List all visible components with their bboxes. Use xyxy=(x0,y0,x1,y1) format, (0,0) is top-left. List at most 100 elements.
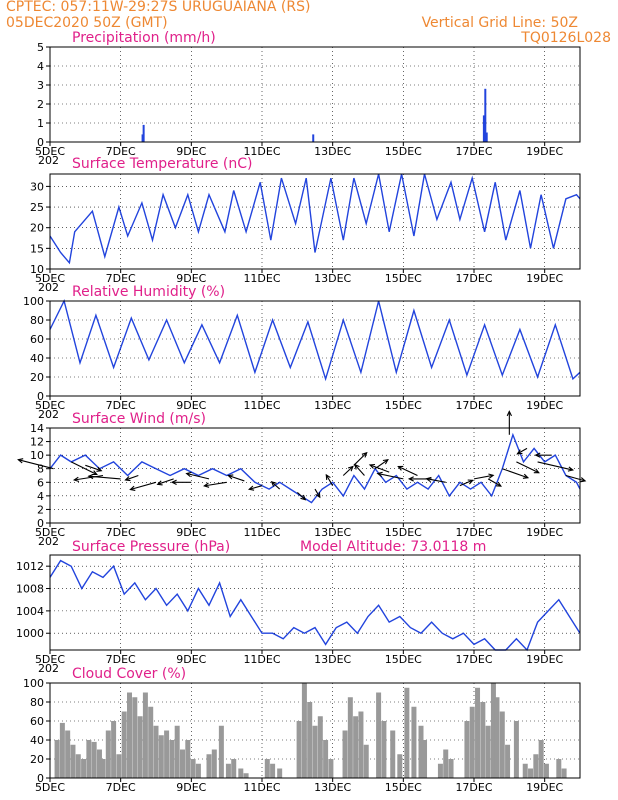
cloud-cover-bar xyxy=(142,692,148,778)
temperature-frame xyxy=(49,173,581,270)
wind-y-tick-label: 6 xyxy=(37,476,44,489)
wind-arrowhead xyxy=(534,452,541,458)
wind-y-tick-label: 0 xyxy=(37,517,44,530)
temperature-x-tick-label: 9DEC xyxy=(176,272,206,285)
wind-arrowhead xyxy=(203,482,210,488)
cloud-cover-x-tick-label: 9DEC xyxy=(176,781,206,794)
wind-x-tick-label: 7DEC xyxy=(106,526,136,539)
cloud-cover-bar xyxy=(206,754,212,778)
wind-arrowhead xyxy=(96,466,103,472)
cloud-cover-bar xyxy=(437,763,443,778)
wind-title: Surface Wind (m/s) xyxy=(72,411,206,427)
wind-x-tick-label: 5DEC xyxy=(35,526,65,539)
cloud-cover-bar xyxy=(376,692,382,778)
cloud-cover-bar xyxy=(211,749,217,778)
temperature-x-tick-label: 7DEC xyxy=(106,272,136,285)
cloud-cover-y-tick-label: 80 xyxy=(30,696,44,709)
precipitation-bar xyxy=(141,134,144,142)
cloud-cover-frame xyxy=(49,682,581,779)
pressure-x-tick-label: 13DEC xyxy=(314,653,351,666)
cloud-cover-y-tick-label: 60 xyxy=(30,715,44,728)
cloud-cover-bar xyxy=(469,706,475,778)
temperature-y-tick-label: 25 xyxy=(30,201,44,214)
humidity-y-tick-label: 0 xyxy=(37,390,44,403)
wind-arrowhead xyxy=(17,458,24,464)
cloud-cover-x-tick-label: 7DEC xyxy=(106,781,136,794)
cloud-cover-bar xyxy=(148,706,154,778)
cloud-cover-y-tick-label: 20 xyxy=(30,753,44,766)
temperature-x-tick-label: 5DEC xyxy=(35,272,65,285)
wind-arrowhead xyxy=(354,463,360,470)
cloud-cover-bar xyxy=(448,759,454,778)
cloud-cover-bar xyxy=(513,721,519,778)
wind-arrowhead xyxy=(382,458,389,465)
cloud-cover-bar xyxy=(363,744,369,778)
wind-vector xyxy=(249,485,263,490)
cloud-cover-bar xyxy=(528,768,534,778)
header-grid-note: Vertical Grid Line: 50Z xyxy=(422,15,578,31)
cloud-cover-bar xyxy=(418,725,424,778)
cloud-cover-bar xyxy=(54,740,60,778)
cloud-cover-bar xyxy=(243,773,249,778)
cloud-cover-bar xyxy=(277,768,283,778)
wind-vector xyxy=(426,478,446,483)
cloud-cover-bar xyxy=(111,721,117,778)
wind-x-tick-label: 15DEC xyxy=(385,526,422,539)
wind-vector xyxy=(369,464,390,473)
cloud-cover-y-tick-label: 40 xyxy=(30,734,44,747)
wind-arrowhead xyxy=(407,476,414,482)
cloud-cover-bar xyxy=(328,759,334,778)
cloud-cover-bar xyxy=(556,759,562,778)
pressure-x-tick-label: 19DEC xyxy=(526,653,563,666)
cloud-cover-bar xyxy=(231,759,237,778)
wind-arrowhead xyxy=(247,485,255,491)
wind-x-tick-label: 11DEC xyxy=(243,526,280,539)
pressure-title: Surface Pressure (hPa) xyxy=(72,539,230,555)
wind-vector xyxy=(565,474,586,482)
cloud-cover-bar xyxy=(505,744,511,778)
cloud-cover-bar xyxy=(132,697,138,778)
wind-arrowhead xyxy=(495,481,502,487)
cloud-cover-bar xyxy=(342,730,348,778)
wind-vector xyxy=(228,475,245,482)
wind-vector xyxy=(473,474,494,480)
cloud-cover-bar xyxy=(195,763,201,778)
cloud-cover-bar xyxy=(533,754,539,778)
humidity-title: Relative Humidity (%) xyxy=(72,284,225,300)
wind-vector xyxy=(342,466,354,476)
wind-vector xyxy=(204,481,227,487)
pressure-x-tick-label: 7DEC xyxy=(106,653,136,666)
humidity-panel: 0 20 40 60 80 100 5DEC 7DEC 9DEC 11DEC 13DEC 15DEC 1… xyxy=(23,284,581,421)
cloud-cover-bar xyxy=(100,759,106,778)
humidity-x-tick-label: 15DEC xyxy=(385,399,422,412)
wind-arrowhead xyxy=(506,410,512,417)
cloud-cover-bar xyxy=(381,721,387,778)
cloud-cover-bar xyxy=(180,749,185,778)
humidity-y-tick-label: 60 xyxy=(30,333,44,346)
wind-arrowhead xyxy=(227,474,234,480)
cloud-cover-bar xyxy=(317,716,323,778)
cloud-cover-bar xyxy=(464,721,470,778)
cloud-cover-bar xyxy=(397,754,403,778)
cloud-cover-bar xyxy=(190,759,196,778)
wind-arrowhead xyxy=(567,466,575,472)
precipitation-x-tick-label: 5DEC xyxy=(35,145,65,158)
precipitation-y-tick-label: 1 xyxy=(37,117,44,130)
cloud-cover-bar xyxy=(485,725,491,778)
cloud-cover-bar xyxy=(65,730,71,778)
wind-vector xyxy=(314,488,321,498)
wind-vector xyxy=(74,474,104,481)
cloud-cover-bar xyxy=(105,730,111,778)
cloud-cover-bar xyxy=(480,702,486,778)
humidity-year-fragment: 202 xyxy=(38,408,59,421)
wind-vector xyxy=(353,452,368,466)
wind-vector xyxy=(354,464,365,476)
pressure-panel: 1000 1004 1008 1012 5DEC 7DEC 9DEC 11DEC 13DEC 15… xyxy=(16,539,581,675)
wind-y-tick-label: 10 xyxy=(30,449,44,462)
precipitation-x-tick-label: 11DEC xyxy=(243,145,280,158)
precipitation-y-tick-label: 5 xyxy=(37,41,44,54)
wind-vector xyxy=(517,447,528,455)
wind-vector xyxy=(502,468,529,479)
cloud-cover-x-tick-label: 11DEC xyxy=(243,781,280,794)
cloud-cover-bar xyxy=(390,730,396,778)
